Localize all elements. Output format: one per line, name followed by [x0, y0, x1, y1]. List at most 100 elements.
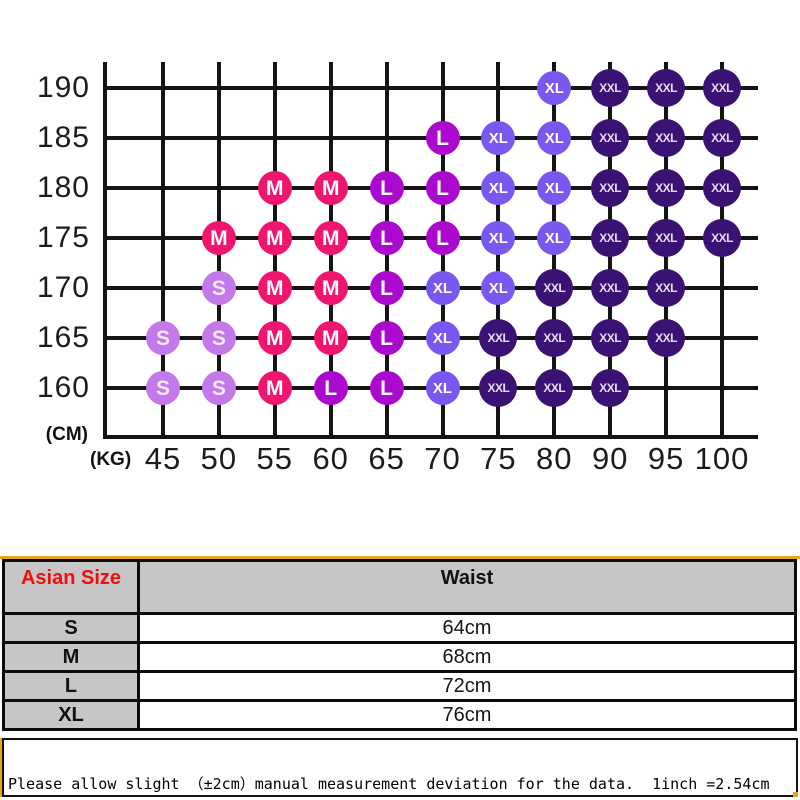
size-bubble-xxl: XXL	[647, 169, 686, 207]
size-bubble-xxl: XXL	[591, 219, 630, 257]
size-bubble-xxl: XXL	[647, 119, 686, 157]
size-cell: M	[2, 641, 140, 673]
table-row: XL 76cm	[2, 699, 797, 731]
y-axis-unit-label: (CM)	[45, 424, 88, 445]
size-bubble-xl: XL	[537, 221, 572, 255]
x-axis-tick-label: 95	[647, 441, 685, 476]
y-axis-tick-label: 190	[36, 71, 90, 104]
size-bubble-xxl: XXL	[591, 169, 630, 207]
table-top-accent-line	[0, 556, 800, 559]
size-bubble-xxl: XXL	[535, 269, 574, 307]
waist-cell: 68cm	[137, 641, 797, 673]
y-axis-tick-label: 185	[36, 121, 90, 154]
size-bubble-xxl: XXL	[535, 369, 574, 407]
x-axis-tick-label: 90	[591, 441, 629, 476]
size-cell: S	[2, 612, 140, 644]
size-bubble-m: M	[257, 321, 292, 355]
size-bubble-xl: XL	[425, 271, 460, 305]
note-box: Please allow slight （±2cm）manual measure…	[2, 738, 798, 797]
y-axis-tick-label: 170	[36, 271, 90, 304]
y-axis-tick-label: 160	[36, 371, 90, 404]
size-bubble-xxl: XXL	[591, 369, 630, 407]
x-axis-tick-label: 60	[312, 441, 349, 476]
size-cell: XL	[2, 699, 140, 731]
y-axis-tick-label: 175	[36, 221, 90, 254]
x-axis-tick-label: 75	[480, 441, 517, 476]
waist-cell: 76cm	[137, 699, 797, 731]
size-bubble-xl: XL	[481, 221, 516, 255]
size-bubble-xxl: XXL	[703, 219, 741, 257]
x-axis-tick-label: 70	[424, 441, 461, 476]
size-bubble-l: L	[425, 171, 460, 205]
size-bubble-xxl: XXL	[647, 319, 686, 357]
size-bubble-xxl: XXL	[647, 269, 686, 307]
table-header-row: Asian Size Waist	[2, 559, 797, 615]
size-bubble-m: M	[257, 371, 292, 405]
note-accent-corner	[793, 792, 798, 797]
grid-vline	[103, 62, 107, 439]
size-bubble-m: M	[257, 171, 292, 205]
size-bubble-s: S	[201, 271, 236, 305]
table-row: L 72cm	[2, 670, 797, 702]
size-bubble-xxl: XXL	[703, 169, 741, 207]
waist-cell: 64cm	[137, 612, 797, 644]
size-bubble-m: M	[313, 221, 348, 255]
x-axis-tick-label: 50	[200, 441, 238, 476]
size-bubble-l: L	[425, 121, 460, 155]
size-bubble-l: L	[369, 271, 404, 305]
size-bubble-xl: XL	[425, 371, 460, 405]
grid-vline	[161, 62, 165, 439]
size-bubble-m: M	[257, 221, 292, 255]
size-bubble-xl: XL	[537, 171, 572, 205]
size-bubble-xxl: XXL	[591, 269, 630, 307]
x-axis-tick-label: 65	[368, 441, 405, 476]
x-axis-tick-label: 80	[536, 441, 573, 476]
y-axis-tick-label: 180	[36, 171, 90, 204]
size-bubble-m: M	[313, 271, 348, 305]
size-bubble-xxl: XXL	[591, 319, 630, 357]
size-bubble-m: M	[313, 321, 348, 355]
size-bubble-xl: XL	[537, 71, 572, 105]
size-bubble-xxl: XXL	[591, 119, 630, 157]
size-bubble-xxl: XXL	[479, 369, 518, 407]
size-bubble-s: S	[146, 371, 180, 405]
size-bubble-xxl: XXL	[647, 69, 686, 107]
size-bubble-xxl: XXL	[647, 219, 686, 257]
size-bubble-xxl: XXL	[535, 319, 574, 357]
size-bubble-m: M	[201, 221, 236, 255]
size-bubble-s: S	[201, 371, 236, 405]
table-header-asian-size: Asian Size	[2, 559, 140, 615]
size-bubble-l: L	[369, 321, 404, 355]
size-bubble-xl: XL	[481, 121, 516, 155]
size-bubble-xxl: XXL	[703, 69, 741, 107]
grid-hline	[103, 86, 758, 90]
x-axis-unit-label: (KG)	[90, 449, 132, 470]
table-row: S 64cm	[2, 612, 797, 644]
size-table-body: S 64cm M 68cm L 72cm XL 76cm	[2, 612, 797, 731]
table-row: M 68cm	[2, 641, 797, 673]
grid-hline	[103, 435, 758, 439]
x-axis-tick-label: 55	[256, 441, 294, 476]
size-table: Asian Size Waist S 64cm M 68cm L 72cm XL 76cm	[2, 559, 797, 731]
size-bubble-xl: XL	[425, 321, 460, 355]
waist-cell: 72cm	[137, 670, 797, 702]
size-bubble-xxl: XXL	[479, 319, 518, 357]
size-bubble-xl: XL	[481, 271, 516, 305]
size-bubble-m: M	[257, 271, 292, 305]
size-bubble-l: L	[369, 171, 404, 205]
size-bubble-m: M	[313, 171, 348, 205]
note-accent-left	[0, 738, 3, 797]
size-bubble-xxl: XXL	[591, 69, 630, 107]
size-cell: L	[2, 670, 140, 702]
size-chart: (CM) (KG) 190 185 180 175 170 165 160 45 50 55 60 6…	[36, 62, 758, 476]
size-bubble-l: L	[369, 371, 404, 405]
size-bubble-l: L	[425, 221, 460, 255]
size-bubble-xl: XL	[481, 171, 516, 205]
size-bubble-s: S	[201, 321, 236, 355]
size-bubble-l: L	[369, 221, 404, 255]
table-header-waist: Waist	[137, 559, 797, 615]
size-bubble-l: L	[313, 371, 348, 405]
size-bubble-xl: XL	[537, 121, 572, 155]
y-axis-tick-label: 165	[36, 321, 90, 354]
